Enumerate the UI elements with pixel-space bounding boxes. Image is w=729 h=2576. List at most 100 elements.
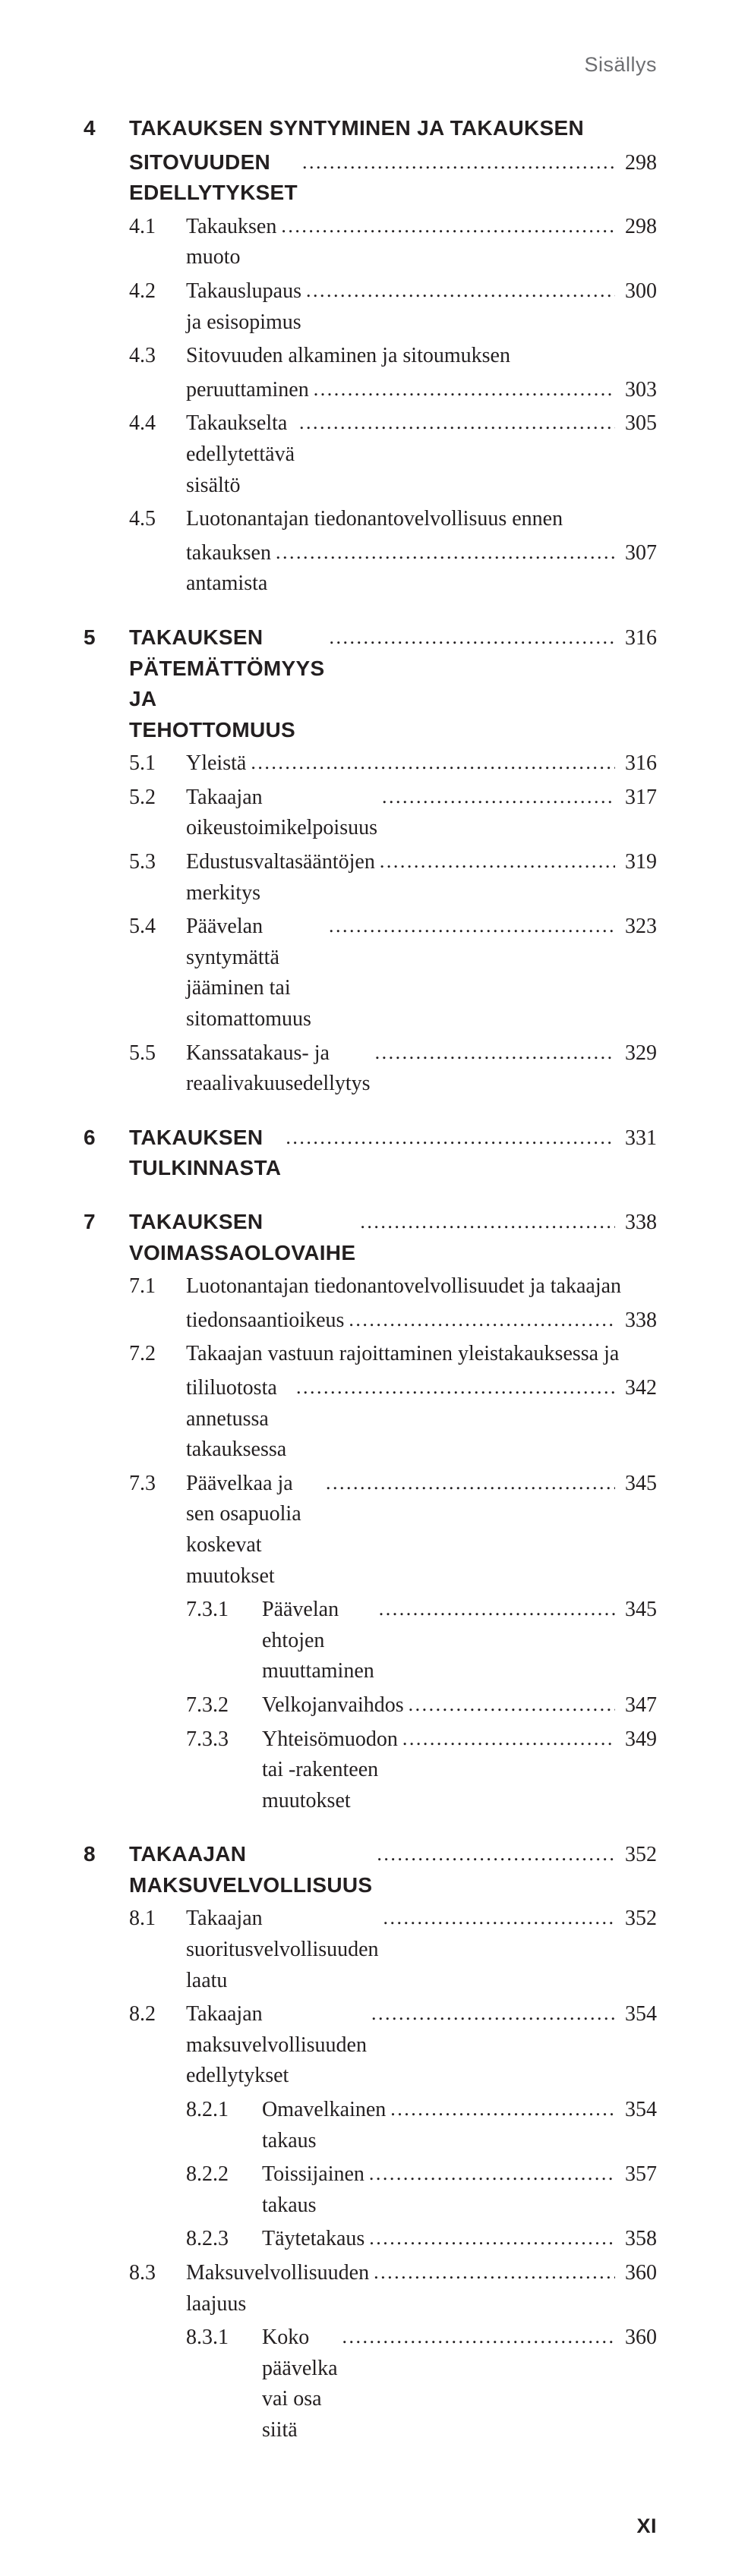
page-number: 323 — [615, 912, 657, 943]
section-label: Luotonantajan tiedonantovelvollisuus enn… — [186, 504, 563, 535]
section-number: 7.2 — [129, 1339, 186, 1370]
chapter-title-cont: SITOVUUDEN EDELLYTYKSET — [129, 147, 298, 209]
page-number: 300 — [615, 276, 657, 307]
subsection-label: Toissijainen takaus — [262, 2159, 364, 2221]
chapter-number: 4 — [84, 113, 129, 144]
chapter-title: TAKAUKSEN PÄTEMÄTTÖMYYS JA TEHOTTOMUUS — [129, 622, 324, 745]
section-label: Edustusvaltasääntöjen merkitys — [186, 847, 375, 909]
page-number: 298 — [615, 212, 657, 243]
section-number: 7.1 — [129, 1271, 186, 1302]
page-number: 354 — [615, 2095, 657, 2126]
section-number: 5.5 — [129, 1038, 186, 1069]
section-number: 5.2 — [129, 783, 186, 814]
section-label: Päävelkaa ja sen osapuolia koskevat muut… — [186, 1469, 321, 1592]
section-label: Takaukselta edellytettävä sisältö — [186, 408, 295, 501]
section-number: 5.1 — [129, 748, 186, 779]
section-number: 8.1 — [129, 1904, 186, 1935]
section-label: Päävelan syntymättä jääminen tai sitomat… — [186, 912, 324, 1034]
subsection-number: 8.2.2 — [186, 2159, 262, 2190]
section-number: 4.4 — [129, 408, 186, 439]
section-label: Maksuvelvollisuuden laajuus — [186, 2258, 369, 2319]
dot-leaders: ........................................… — [386, 2095, 615, 2124]
section-number: 4.5 — [129, 504, 186, 535]
section-number: 8.2 — [129, 1999, 186, 2030]
page-number: 360 — [615, 2258, 657, 2289]
subsection-label: Yhteisömuodon tai -rakenteen muutokset — [262, 1724, 398, 1817]
page-number: 338 — [615, 1208, 657, 1239]
section-label: Luotonantajan tiedonantovelvollisuudet j… — [186, 1271, 621, 1302]
dot-leaders: ........................................… — [324, 623, 615, 652]
page-number: 345 — [615, 1595, 657, 1626]
section-label: Takaajan oikeustoimikelpoisuus — [186, 783, 377, 844]
chapter-number: 5 — [84, 622, 129, 653]
section-label: Takauslupaus ja esisopimus — [186, 276, 301, 338]
table-of-contents: 4TAKAUKSEN SYNTYMINEN JA TAKAUKSEN SITOV… — [84, 113, 657, 2446]
section-label: Takaajan suoritusvelvollisuuden laatu — [186, 1904, 379, 1996]
dot-leaders: ........................................… — [301, 276, 615, 305]
page-number: 307 — [615, 538, 657, 569]
chapter-title: TAKAAJAN MAKSUVELVOLLISUUS — [129, 1839, 372, 1901]
chapter: 6TAKAUKSEN TULKINNASTA..................… — [84, 1123, 657, 1184]
page-number: 347 — [615, 1690, 657, 1721]
section-label: Takaajan maksuvelvollisuuden edellytykse… — [186, 1999, 367, 2092]
chapter-title: TAKAUKSEN TULKINNASTA — [129, 1123, 281, 1184]
dot-leaders: ........................................… — [246, 748, 615, 777]
subsection-number: 7.3.2 — [186, 1690, 262, 1721]
section-label-cont: tililuotosta annetussa takauksessa — [186, 1373, 292, 1466]
dot-leaders: ........................................… — [369, 2258, 615, 2287]
dot-leaders: ........................................… — [379, 1904, 615, 1932]
chapter: 4TAKAUKSEN SYNTYMINEN JA TAKAUKSEN SITOV… — [84, 113, 657, 600]
chapter-title: TAKAUKSEN VOIMASSAOLOVAIHE — [129, 1207, 355, 1268]
page-number: 357 — [615, 2159, 657, 2190]
section-label-cont: takauksen antamista — [186, 538, 271, 600]
dot-leaders: ........................................… — [324, 912, 615, 940]
chapter-number: 6 — [84, 1123, 129, 1154]
page-number: 345 — [615, 1469, 657, 1500]
dot-leaders: ........................................… — [292, 1373, 615, 1402]
page-number: 352 — [615, 1840, 657, 1871]
section-label: Takaajan vastuun rajoittaminen yleistaka… — [186, 1339, 619, 1370]
page-number: 316 — [615, 748, 657, 779]
page-number: 352 — [615, 1904, 657, 1935]
subsection-number: 7.3.1 — [186, 1595, 262, 1626]
subsection-label: Koko päävelka vai osa siitä — [262, 2322, 337, 2445]
section-label: Yleistä — [186, 748, 246, 779]
dot-leaders: ........................................… — [371, 1038, 615, 1067]
dot-leaders: ........................................… — [321, 1469, 615, 1497]
dot-leaders: ........................................… — [367, 1999, 615, 2028]
page-number: 305 — [615, 408, 657, 439]
dot-leaders: ........................................… — [344, 1305, 615, 1334]
section-number: 4.2 — [129, 276, 186, 307]
section-number: 5.4 — [129, 912, 186, 943]
subsection-label: Omavelkainen takaus — [262, 2095, 386, 2156]
page-number: 319 — [615, 847, 657, 878]
dot-leaders: ........................................… — [276, 212, 615, 241]
page-number-footer: XI — [84, 2515, 657, 2538]
chapter-title: TAKAUKSEN SYNTYMINEN JA TAKAUKSEN — [129, 113, 584, 144]
page-number: 331 — [615, 1123, 657, 1154]
dot-leaders: ........................................… — [374, 1595, 615, 1623]
page-number: 349 — [615, 1724, 657, 1756]
subsection-number: 7.3.3 — [186, 1724, 262, 1756]
dot-leaders: ........................................… — [281, 1123, 615, 1152]
section-number: 4.1 — [129, 212, 186, 243]
section-number: 8.3 — [129, 2258, 186, 2289]
dot-leaders: ........................................… — [298, 148, 615, 177]
page-number: 303 — [615, 375, 657, 406]
page-number: 342 — [615, 1373, 657, 1404]
subsection-number: 8.3.1 — [186, 2322, 262, 2354]
subsection-label: Päävelan ehtojen muuttaminen — [262, 1595, 374, 1687]
dot-leaders: ........................................… — [295, 408, 615, 437]
page-header: Sisällys — [84, 53, 657, 77]
dot-leaders: ........................................… — [404, 1690, 615, 1719]
page-number: 354 — [615, 1999, 657, 2030]
section-label-cont: tiedonsaantioikeus — [186, 1305, 344, 1337]
dot-leaders: ........................................… — [364, 2224, 615, 2253]
chapter: 8TAKAAJAN MAKSUVELVOLLISUUS.............… — [84, 1839, 657, 2445]
page-number: 358 — [615, 2224, 657, 2255]
dot-leaders: ........................................… — [364, 2159, 615, 2188]
section-label-cont: peruuttaminen — [186, 375, 309, 406]
page-number: 360 — [615, 2322, 657, 2354]
subsection-number: 8.2.3 — [186, 2224, 262, 2255]
chapter-number: 7 — [84, 1207, 129, 1238]
